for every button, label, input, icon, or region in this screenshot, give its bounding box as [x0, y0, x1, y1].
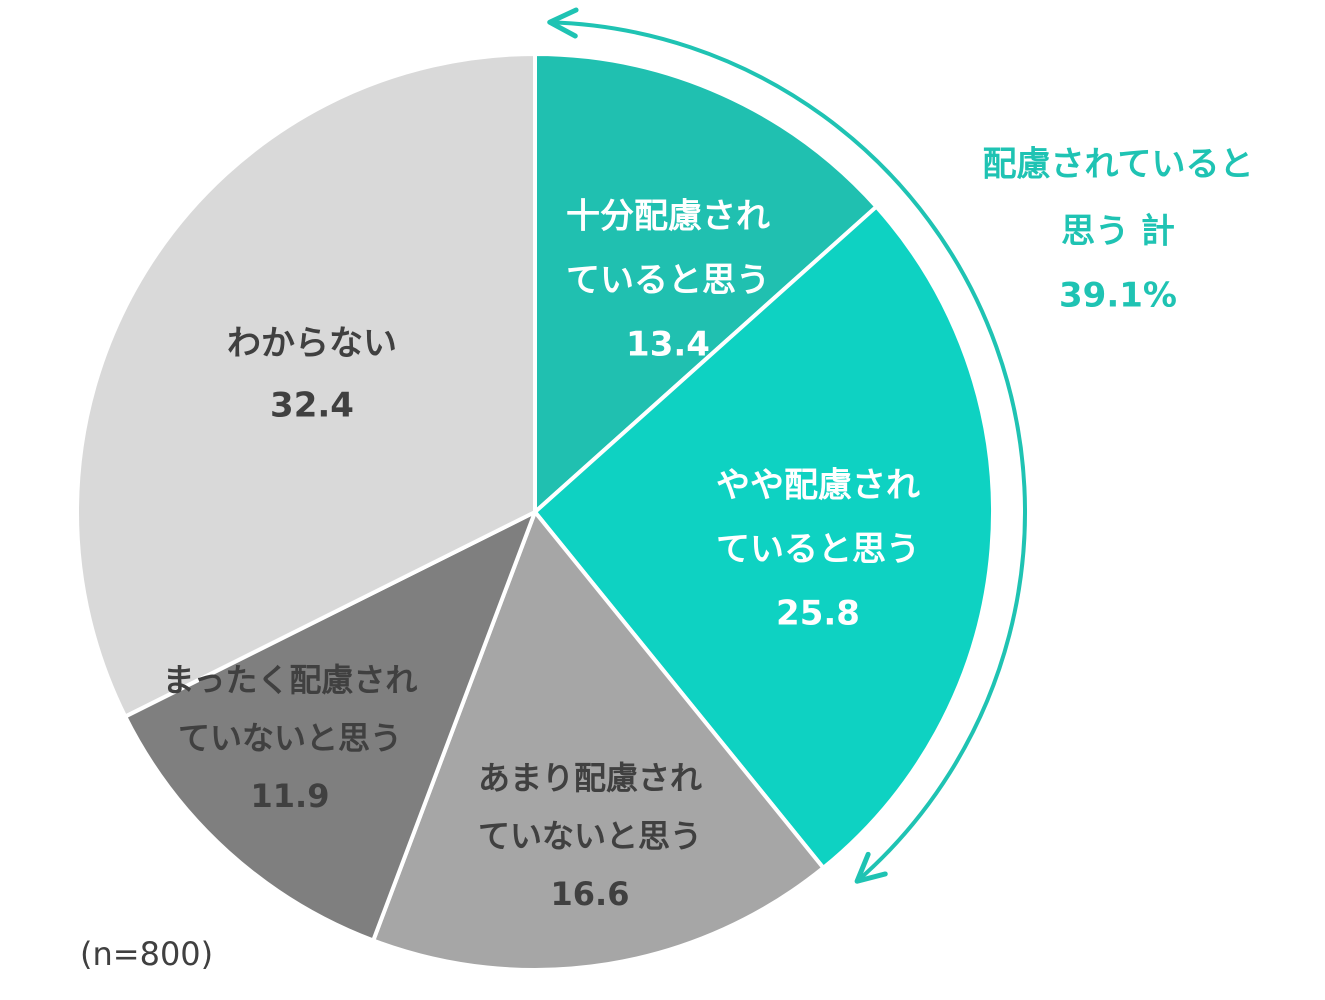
- slice-value-mattaku: 11.9: [251, 777, 330, 815]
- pie-slice-juubun: [533, 52, 879, 514]
- callout-text-line: 思う 計: [1061, 212, 1175, 252]
- slice-value-juubun: 13.4: [626, 325, 710, 365]
- pie-slice-amari: [371, 510, 826, 972]
- slice-label-line-amari: あまり配慮され: [478, 759, 702, 797]
- pie-slice-wakaranai: [74, 52, 537, 719]
- slice-value-yaya: 25.8: [776, 594, 860, 634]
- slice-label-line-mattaku: まったく配慮され: [163, 661, 418, 699]
- slice-label-line-yaya: ていると思う: [716, 530, 920, 570]
- slice-value-wakaranai: 32.4: [270, 386, 354, 426]
- slice-label-line-yaya: やや配慮され: [716, 466, 920, 506]
- slice-label-line-wakaranai: わからない: [227, 324, 397, 364]
- slice-label-line-juubun: ていると思う: [566, 261, 770, 301]
- callout-arc: [549, 20, 1027, 883]
- pie-slice-mattaku: [123, 510, 537, 943]
- slice-label-wakaranai: わからない 32.4: [227, 324, 397, 426]
- pie-slice-yaya: [533, 204, 995, 870]
- callout-text-line: 配慮されていると: [983, 145, 1254, 185]
- callout-arrow-end: [854, 851, 888, 884]
- pie-slice-labels: 十分配慮されていると思う13.4やや配慮されていると思う25.8あまり配慮されて…: [163, 197, 920, 914]
- slice-label-line-amari: ていないと思う: [478, 817, 702, 855]
- pie-slices: [74, 52, 995, 972]
- callout-arrow-start: [547, 7, 579, 39]
- sample-size-note: (n=800): [80, 935, 213, 973]
- slice-label-line-juubun: 十分配慮され: [566, 197, 770, 237]
- callout-total-value: 39.1%: [1059, 276, 1177, 316]
- slice-label-line-mattaku: ていないと思う: [178, 719, 402, 757]
- slice-value-amari: 16.6: [551, 875, 630, 913]
